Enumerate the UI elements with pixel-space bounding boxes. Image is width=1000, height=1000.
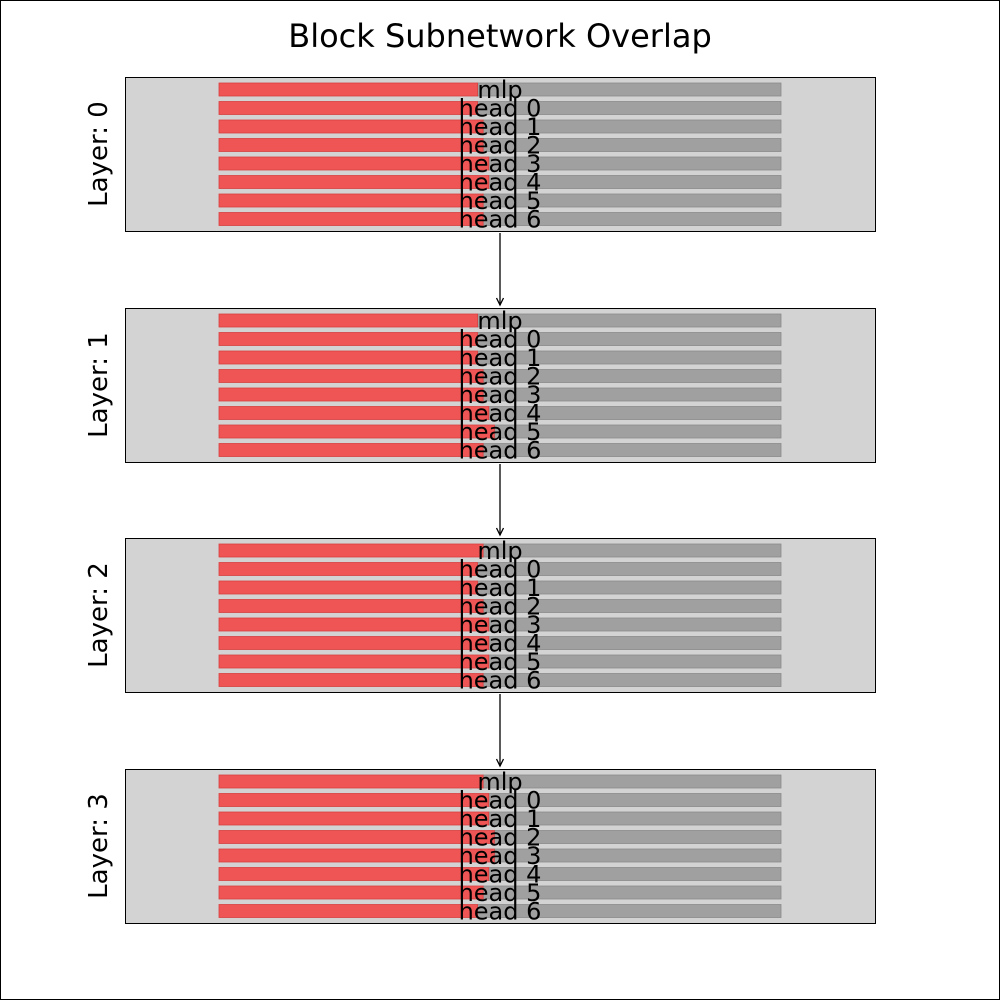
row-label: head 5 — [459, 648, 542, 676]
overlap-bar — [218, 885, 484, 900]
overlap-bar — [218, 406, 490, 420]
row-label: head 6 — [459, 206, 542, 234]
overlap-bar — [218, 636, 490, 650]
row-label: head 2 — [459, 593, 542, 621]
overlap-bar — [218, 867, 490, 881]
row-label: head 6 — [459, 667, 542, 695]
overlap-bar — [218, 387, 484, 402]
layer-connector-arrow — [495, 233, 505, 307]
overlap-bar — [218, 212, 484, 226]
overlap-bar — [218, 350, 478, 365]
layer-label: Layer: 0 — [84, 101, 114, 207]
row-label: head 3 — [459, 611, 542, 639]
row-label: head 3 — [459, 381, 542, 409]
row-label: head 4 — [459, 861, 542, 889]
row-label: head 1 — [459, 574, 542, 602]
row-label: head 5 — [459, 879, 542, 907]
overlap-bar — [218, 543, 484, 558]
overlap-bar — [218, 313, 478, 328]
row-label: head 1 — [459, 344, 542, 372]
row-label: head 0 — [459, 787, 542, 815]
layer-label: Layer: 1 — [84, 332, 114, 438]
row-label: head 2 — [459, 824, 542, 852]
overlap-bar — [218, 599, 484, 613]
overlap-bar — [218, 424, 495, 439]
row-label: head 4 — [459, 169, 542, 197]
row-label: mlp — [477, 537, 522, 565]
overlap-bar — [218, 811, 490, 826]
overlap-bar — [218, 156, 490, 171]
overlap-bar — [218, 848, 495, 863]
row-label: head 6 — [459, 437, 542, 465]
row-label: head 0 — [459, 95, 542, 123]
overlap-bar — [218, 673, 484, 687]
overlap-bar — [218, 175, 490, 189]
overlap-bar — [218, 562, 478, 576]
row-label: head 5 — [459, 418, 542, 446]
row-label: head 2 — [459, 363, 542, 391]
overlap-bar — [218, 138, 484, 152]
row-label: head 5 — [459, 187, 542, 215]
layer-connector-arrow — [495, 464, 505, 537]
row-label: head 4 — [459, 400, 542, 428]
row-label: mlp — [477, 768, 522, 796]
row-label: head 3 — [459, 150, 542, 178]
row-label: head 0 — [459, 326, 542, 354]
overlap-bar — [218, 332, 478, 346]
overlap-bar — [218, 830, 495, 844]
overlap-bar — [218, 119, 484, 134]
row-label: head 0 — [459, 556, 542, 584]
overlap-bar — [218, 193, 484, 208]
overlap-bar — [218, 82, 478, 97]
layer-connector-arrow — [495, 694, 505, 768]
layer-label: Layer: 3 — [84, 793, 114, 899]
row-label: mlp — [477, 76, 522, 104]
chart-title: Block Subnetwork Overlap — [288, 17, 712, 55]
overlap-bar — [218, 443, 484, 457]
row-label: head 3 — [459, 842, 542, 870]
overlap-bar — [218, 617, 490, 632]
layer-label: Layer: 2 — [84, 562, 114, 668]
row-label: head 1 — [459, 805, 542, 833]
row-label: head 6 — [459, 898, 542, 926]
overlap-bar — [218, 580, 478, 595]
row-label: mlp — [477, 307, 522, 335]
overlap-bar — [218, 774, 484, 789]
overlap-bar — [218, 793, 490, 807]
row-label: head 1 — [459, 113, 542, 141]
overlap-bar — [218, 654, 490, 669]
overlap-bar — [218, 369, 484, 383]
row-label: head 2 — [459, 132, 542, 160]
overlap-bar — [218, 101, 478, 115]
row-label: head 4 — [459, 630, 542, 658]
overlap-bar — [218, 904, 478, 918]
